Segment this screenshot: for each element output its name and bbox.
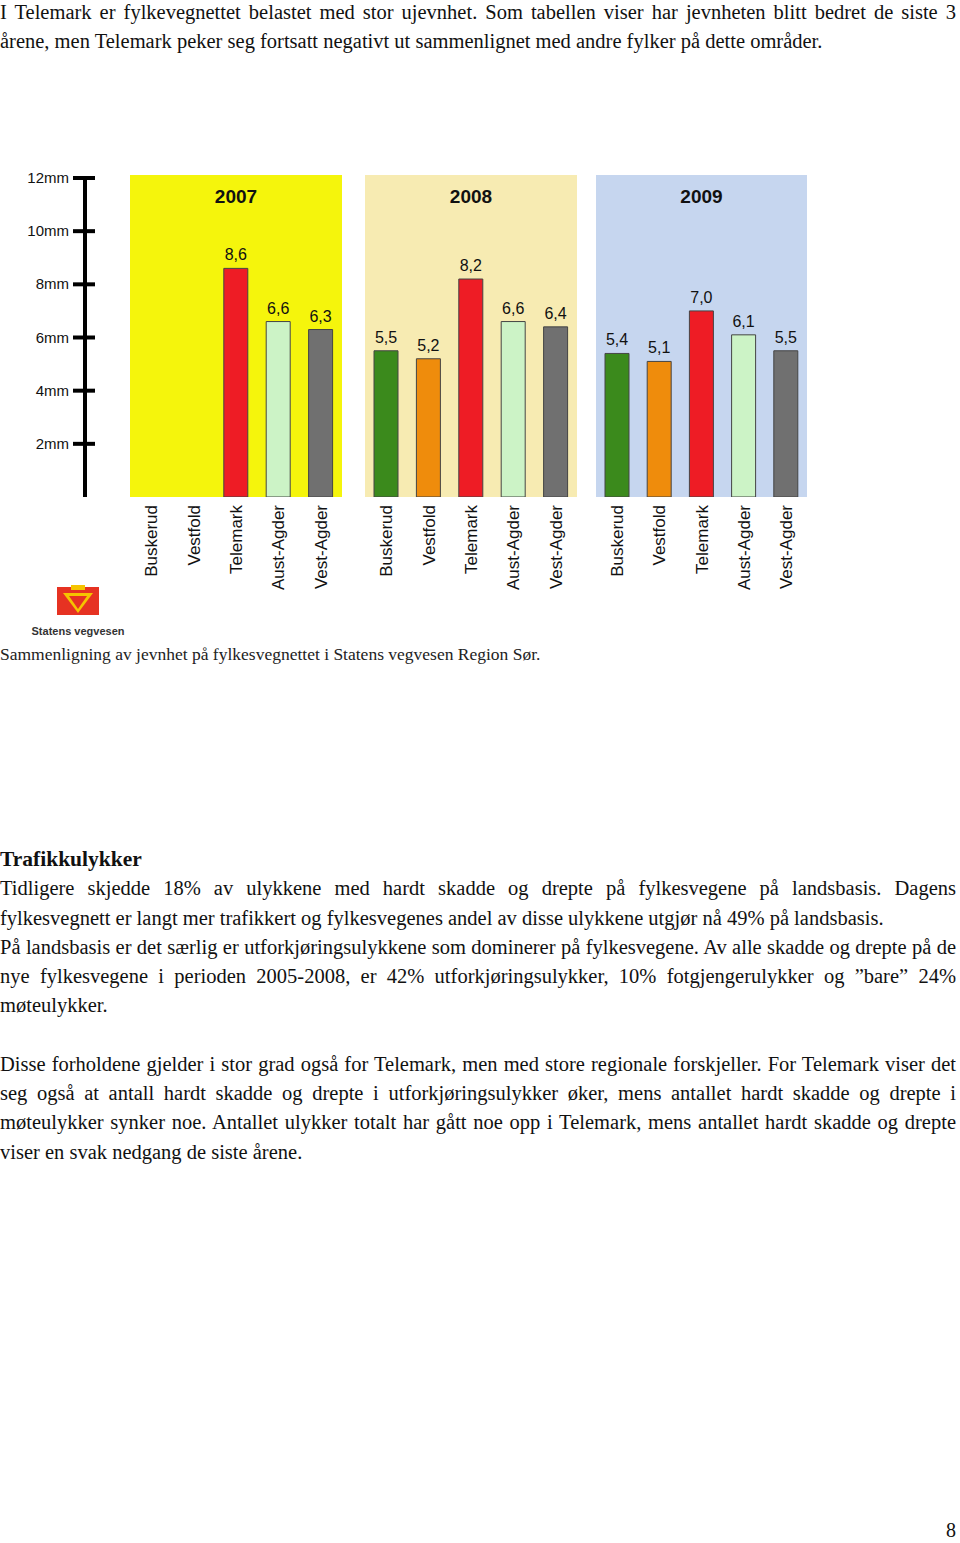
svg-text:Aust-Agder: Aust-Agder [269, 505, 288, 590]
svg-text:4mm: 4mm [36, 382, 69, 399]
svg-text:Buskerud: Buskerud [142, 505, 161, 577]
svg-text:Vestfold: Vestfold [420, 505, 439, 566]
svg-text:8,6: 8,6 [225, 246, 247, 263]
html-text:2008: 2008 [449, 186, 493, 207]
html-text:Tidligere skjedde 18% av ulykk: Tidligere skjedde 18% av ulykkene med ha… [0, 877, 956, 929]
svg-text:6mm: 6mm [36, 329, 69, 346]
html-text:Trafikkulykker: Trafikkulykker [0, 847, 142, 871]
svg-text:7,0: 7,0 [690, 289, 712, 306]
svg-text:Buskerud: Buskerud [608, 505, 627, 577]
svg-text:Telemark: Telemark [693, 505, 712, 574]
html-text:I Telemark er fylkevegnettet b: I Telemark er fylkevegnettet belastet me… [0, 1, 956, 53]
svg-text:Aust-Agder: Aust-Agder [504, 505, 523, 590]
svg-text:6,6: 6,6 [267, 300, 289, 317]
svg-text:6,1: 6,1 [732, 313, 754, 330]
svg-text:12mm: 12mm [27, 169, 69, 186]
svg-text:Vestfold: Vestfold [650, 505, 669, 566]
svg-text:Vest-Agder: Vest-Agder [777, 505, 796, 589]
svg-text:10mm: 10mm [27, 222, 69, 239]
svg-text:5,2: 5,2 [417, 337, 439, 354]
svg-text:Aust-Agder: Aust-Agder [735, 505, 754, 590]
svg-text:Vest-Agder: Vest-Agder [312, 505, 331, 589]
svg-text:5,5: 5,5 [775, 329, 797, 346]
svg-text:6,4: 6,4 [544, 305, 566, 322]
html-text:2007: 2007 [214, 186, 258, 207]
svg-text:2mm: 2mm [36, 435, 69, 452]
svg-text:Telemark: Telemark [462, 505, 481, 574]
svg-text:5,5: 5,5 [375, 329, 397, 346]
svg-text:Buskerud: Buskerud [377, 505, 396, 577]
html-text:8: 8 [946, 1519, 956, 1541]
html-text:2009: 2009 [680, 186, 723, 207]
svg-text:Telemark: Telemark [227, 505, 246, 574]
html-text:Sammenligning av jevnhet på fy: Sammenligning av jevnhet på fylkesvegnet… [0, 644, 541, 664]
svg-text:8,2: 8,2 [460, 257, 482, 274]
html-text:Disse forholdene gjelder i sto: Disse forholdene gjelder i stor grad ogs… [0, 1052, 956, 1163]
svg-text:6,3: 6,3 [309, 308, 331, 325]
svg-text:5,1: 5,1 [648, 339, 670, 356]
svg-text:Vest-Agder: Vest-Agder [547, 505, 566, 589]
svg-text:Vestfold: Vestfold [185, 505, 204, 566]
svg-text:8mm: 8mm [36, 275, 69, 292]
svg-text:5,4: 5,4 [606, 331, 628, 348]
html-text:På landsbasis er det særlig er: På landsbasis er det særlig er utforkjør… [0, 935, 956, 1017]
html-text:Statens vegvesen: Statens vegvesen [31, 625, 125, 637]
svg-text:6,6: 6,6 [502, 300, 524, 317]
